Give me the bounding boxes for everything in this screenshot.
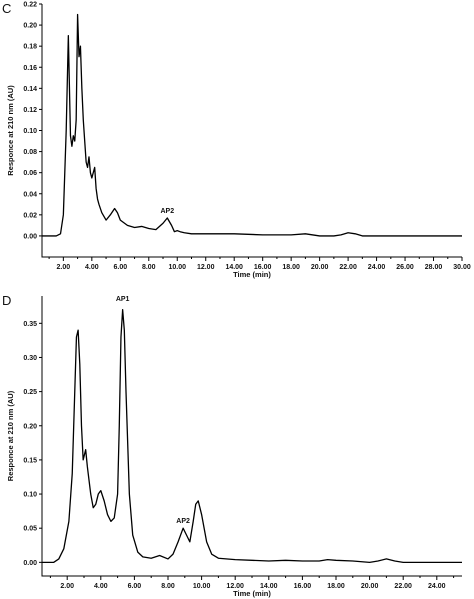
y-tick-label: 0.20 (23, 23, 37, 30)
y-tick-label: 0.14 (23, 86, 37, 93)
x-tick-label: 10.00 (193, 583, 211, 590)
x-tick-label: 2.00 (60, 583, 74, 590)
x-tick-label: 20.00 (361, 583, 379, 590)
panel-label: C (2, 1, 11, 16)
y-tick-label: 0.15 (23, 457, 37, 464)
x-tick-label: 16.00 (294, 583, 312, 590)
y-tick-label: 0.12 (23, 107, 37, 114)
panel-label: D (2, 293, 11, 308)
chromatogram-trace (42, 13, 462, 237)
x-tick-label: 18.00 (327, 583, 345, 590)
y-tick-label: 0.25 (23, 389, 37, 396)
x-tick-label: 20.00 (311, 264, 329, 271)
y-tick-label: 0.16 (23, 65, 37, 72)
x-tick-label: 6.00 (113, 264, 127, 271)
y-tick-label: 0.18 (23, 44, 37, 51)
x-tick-label: 22.00 (339, 264, 357, 271)
y-tick-label: 0.30 (23, 355, 37, 362)
x-tick-label: 24.00 (428, 583, 446, 590)
peak-annotation-ap1: AP1 (116, 296, 130, 303)
x-tick-label: 10.00 (168, 264, 186, 271)
chart-panel-d: D 0.00 0.05 0.10 0.15 0.20 0.25 0.30 0.35 2.00 4.0… (2, 293, 462, 598)
y-tick-label: 0.35 (23, 321, 37, 328)
x-tick-label: 4.00 (85, 264, 99, 271)
y-tick-label: 0.22 (23, 2, 37, 9)
axes-frame (41, 296, 462, 577)
y-tick-label: 0.05 (23, 526, 37, 533)
x-tick-label: 30.00 (453, 264, 471, 271)
x-tick-label: 8.00 (161, 583, 175, 590)
x-tick-label: 6.00 (128, 583, 142, 590)
x-tick-label: 14.00 (225, 264, 243, 271)
x-axis-label: Time (min) (233, 270, 271, 279)
x-tick-label: 2.00 (57, 264, 71, 271)
x-tick-label: 28.00 (425, 264, 443, 271)
y-tick-label: 0.06 (23, 170, 37, 177)
chromatogram-trace (42, 309, 462, 563)
y-tick-label: 0.04 (23, 191, 37, 198)
x-tick-label: 8.00 (142, 264, 156, 271)
peak-annotation-ap2: AP2 (176, 518, 190, 525)
y-tick-label: 0.00 (23, 233, 37, 240)
chart-panel-c: C 0.00 0.02 0.04 0.06 0.08 0.10 0.12 0.14 0.16 0.1… (2, 1, 471, 279)
x-tick-label: 12.00 (197, 264, 215, 271)
y-tick-label: 0.20 (23, 423, 37, 430)
x-tick-label: 24.00 (368, 264, 386, 271)
y-axis-label: Responce at 210 nm (AU) (6, 390, 15, 481)
y-tick-label: 0.02 (23, 212, 37, 219)
x-tick-label: 14.00 (260, 583, 278, 590)
y-tick-label: 0.08 (23, 149, 37, 156)
y-tick-label: 0.00 (23, 560, 37, 567)
x-tick-label: 12.00 (226, 583, 244, 590)
x-axis-label: Time (min) (233, 589, 271, 598)
y-axis-label: Responce at 210 nm (AU) (6, 85, 15, 176)
x-tick-label: 4.00 (94, 583, 108, 590)
y-tick-label: 0.10 (23, 492, 37, 499)
x-tick-label: 22.00 (394, 583, 412, 590)
x-tick-label: 16.00 (254, 264, 272, 271)
x-tick-label: 26.00 (396, 264, 414, 271)
y-tick-label: 0.10 (23, 128, 37, 135)
x-tick-label: 18.00 (282, 264, 300, 271)
peak-annotation-ap2: AP2 (160, 208, 174, 215)
